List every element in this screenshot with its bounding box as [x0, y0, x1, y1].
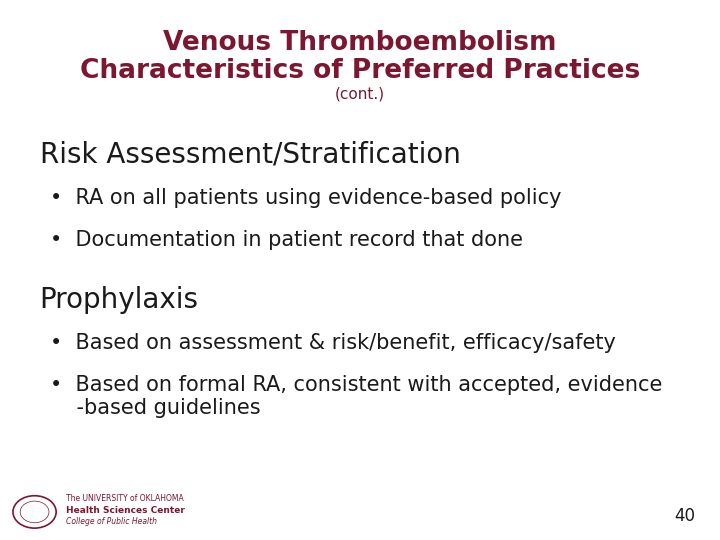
- Text: Health Sciences Center: Health Sciences Center: [66, 506, 185, 515]
- Text: Prophylaxis: Prophylaxis: [40, 286, 199, 314]
- Text: 40: 40: [674, 507, 695, 525]
- Text: Risk Assessment/Stratification: Risk Assessment/Stratification: [40, 140, 461, 168]
- Text: •  RA on all patients using evidence-based policy: • RA on all patients using evidence-base…: [50, 188, 562, 208]
- Text: The UNIVERSITY of OKLAHOMA: The UNIVERSITY of OKLAHOMA: [66, 494, 184, 503]
- Text: •  Based on formal RA, consistent with accepted, evidence
    -based guidelines: • Based on formal RA, consistent with ac…: [50, 375, 663, 418]
- Text: Characteristics of Preferred Practices: Characteristics of Preferred Practices: [80, 58, 640, 84]
- Text: College of Public Health: College of Public Health: [66, 517, 157, 526]
- Text: Venous Thromboembolism: Venous Thromboembolism: [163, 30, 557, 56]
- Text: •  Documentation in patient record that done: • Documentation in patient record that d…: [50, 230, 523, 250]
- Text: (cont.): (cont.): [335, 86, 385, 102]
- Text: •  Based on assessment & risk/benefit, efficacy/safety: • Based on assessment & risk/benefit, ef…: [50, 333, 616, 353]
